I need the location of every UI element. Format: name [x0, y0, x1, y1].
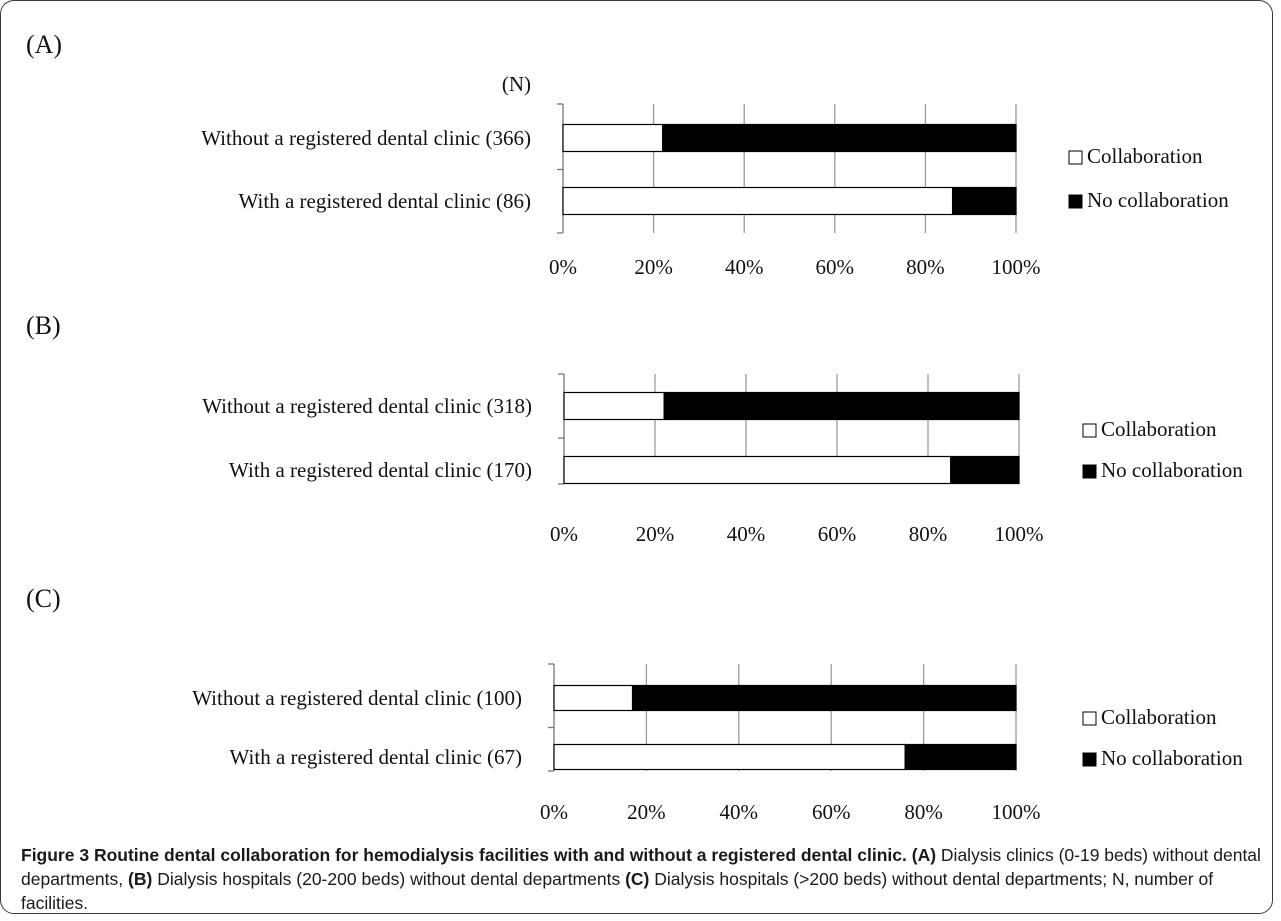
legend-swatch-no-collaboration — [1082, 464, 1097, 479]
caption-part-b-text: Dialysis hospitals (20-200 beds) without… — [157, 869, 621, 889]
legend-swatch-no-collaboration — [1082, 752, 1097, 767]
legend-label-no-collaboration: No collaboration — [1101, 746, 1243, 770]
bar-no-collaboration — [663, 391, 1020, 421]
bar-collaboration — [563, 391, 665, 421]
bar-collaboration — [553, 743, 906, 771]
bar-no-collaboration — [951, 186, 1017, 216]
bar-no-collaboration — [904, 743, 1017, 771]
x-tick-label: 40% — [720, 800, 759, 824]
legend-label-collaboration: Collaboration — [1087, 144, 1203, 168]
caption-part-c-text: Dialysis hospitals (>200 beds) without d… — [21, 869, 1214, 913]
category-label: With a registered dental clinic (67) — [230, 745, 522, 769]
x-tick-label: 20% — [627, 800, 666, 824]
axis-unit-label: (N) — [502, 72, 531, 96]
panel-b-label: (B) — [26, 311, 61, 340]
legend-swatch-collaboration — [1068, 150, 1083, 165]
bar-collaboration — [562, 123, 664, 153]
x-tick-label: 0% — [550, 522, 578, 546]
legend-label-collaboration: Collaboration — [1101, 705, 1217, 729]
x-tick-label: 100% — [992, 800, 1041, 824]
x-tick-label: 60% — [812, 800, 851, 824]
category-label: With a registered dental clinic (86) — [239, 189, 531, 213]
x-tick-label: 20% — [634, 255, 673, 279]
bar-no-collaboration — [950, 455, 1020, 485]
x-tick-label: 60% — [816, 255, 855, 279]
chart-panel-a: 0% 20% 40% 60% 80% 100% Without a registered d… — [201, 103, 1229, 279]
legend-swatch-no-collaboration — [1068, 194, 1083, 209]
legend-swatch-collaboration — [1082, 711, 1097, 726]
bar-collaboration — [562, 186, 954, 216]
caption-figure-label: Figure 3 — [21, 845, 90, 865]
panel-c-label: (C) — [26, 584, 61, 613]
x-tick-label: 20% — [636, 522, 675, 546]
caption-part-c-label: (C) — [625, 869, 650, 889]
bar-no-collaboration — [631, 684, 1017, 712]
x-tick-label: 0% — [540, 800, 568, 824]
figure-svg: (A) (N) 0% 20% 40% 60% 80% 100% Without a regi… — [26, 30, 1243, 824]
category-label: Without a registered dental clinic (318) — [202, 394, 532, 418]
x-tick-label: 0% — [549, 255, 577, 279]
legend-label-collaboration: Collaboration — [1101, 417, 1217, 441]
figure-caption: Figure 3 Routine dental collaboration fo… — [21, 843, 1261, 915]
category-label: Without a registered dental clinic (366) — [201, 126, 531, 150]
x-tick-label: 40% — [727, 522, 766, 546]
legend-label-no-collaboration: No collaboration — [1087, 188, 1229, 212]
caption-title: Routine dental collaboration for hemodia… — [93, 845, 907, 865]
chart-panel-c: 0% 20% 40% 60% 80% 100% Without a registered d… — [192, 663, 1243, 824]
legend-label-no-collaboration: No collaboration — [1101, 458, 1243, 482]
x-tick-label: 100% — [992, 255, 1041, 279]
bar-collaboration — [563, 455, 952, 485]
category-label: With a registered dental clinic (170) — [229, 458, 532, 482]
chart-panel-b: 0% 20% 40% 60% 80% 100% Without a registered d… — [202, 373, 1243, 546]
x-tick-label: 40% — [725, 255, 764, 279]
x-tick-label: 80% — [904, 800, 943, 824]
legend-swatch-collaboration — [1082, 423, 1097, 438]
bar-no-collaboration — [662, 123, 1017, 153]
caption-part-a-text: Dialysis clinics (0-19 beds) without den… — [21, 845, 1261, 889]
category-label: Without a registered dental clinic (100) — [192, 686, 522, 710]
x-tick-label: 100% — [995, 522, 1044, 546]
x-tick-label: 80% — [906, 255, 945, 279]
caption-part-b-label: (B) — [128, 869, 153, 889]
x-tick-label: 80% — [909, 522, 948, 546]
caption-part-a-label: (A) — [911, 845, 937, 865]
bar-collaboration — [553, 684, 634, 712]
x-tick-label: 60% — [818, 522, 857, 546]
panel-a-label: (A) — [26, 30, 62, 59]
